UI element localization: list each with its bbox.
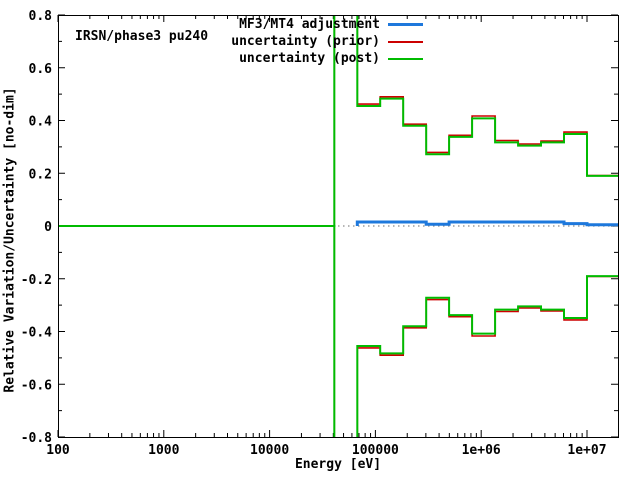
x-tick-label: 1e+07: [567, 443, 606, 458]
legend-entry-adjustment: MF3/MT4 adjustment: [231, 16, 423, 33]
series-line-uncertainty-prior-: [58, 15, 618, 227]
x-axis-title: Energy [eV]: [294, 457, 382, 472]
series-line-uncertainty-post-: [58, 225, 618, 437]
legend-line-sample-adjustment: [388, 23, 423, 26]
y-tick-label: -0.6: [21, 378, 52, 393]
x-tick-label: 10000: [250, 443, 289, 458]
legend-entry-prior: uncertainty (prior): [231, 33, 423, 50]
legend-label-prior: uncertainty (prior): [231, 34, 380, 49]
legend-line-sample-post: [388, 57, 423, 60]
x-tick-label: 1e+06: [462, 443, 501, 458]
y-tick-label: -0.8: [21, 431, 52, 446]
y-tick-label: 0.6: [29, 62, 53, 77]
y-tick-label: 0.4: [29, 115, 53, 130]
x-tick-label: 100: [46, 443, 70, 458]
plot-frame: [58, 15, 619, 438]
y-axis-title: Relative Variation/Uncertainty [no-dim]: [2, 87, 18, 393]
series-line-uncertainty-post-: [58, 15, 618, 227]
series-line-uncertainty-prior-: [58, 225, 618, 437]
y-tick-label: -0.2: [21, 273, 52, 288]
legend-label-post: uncertainty (post): [239, 51, 380, 66]
series-line-mf3-mt4-adjustment: [355, 220, 618, 227]
legend-line-sample-prior: [388, 40, 423, 43]
legend-label-adjustment: MF3/MT4 adjustment: [239, 17, 380, 32]
series-group: [58, 15, 618, 437]
y-tick-label: 0.8: [29, 9, 53, 24]
plot-label: IRSN/phase3 pu240: [75, 29, 209, 44]
y-tick-label: 0: [44, 220, 52, 235]
legend: MF3/MT4 adjustment uncertainty (prior) u…: [231, 16, 423, 67]
x-tick-label: 1000: [148, 443, 179, 458]
x-tick-label: 100000: [352, 443, 399, 458]
y-tick-label: -0.4: [21, 326, 52, 341]
legend-entry-post: uncertainty (post): [231, 50, 423, 67]
y-tick-label: 0.2: [29, 167, 52, 182]
